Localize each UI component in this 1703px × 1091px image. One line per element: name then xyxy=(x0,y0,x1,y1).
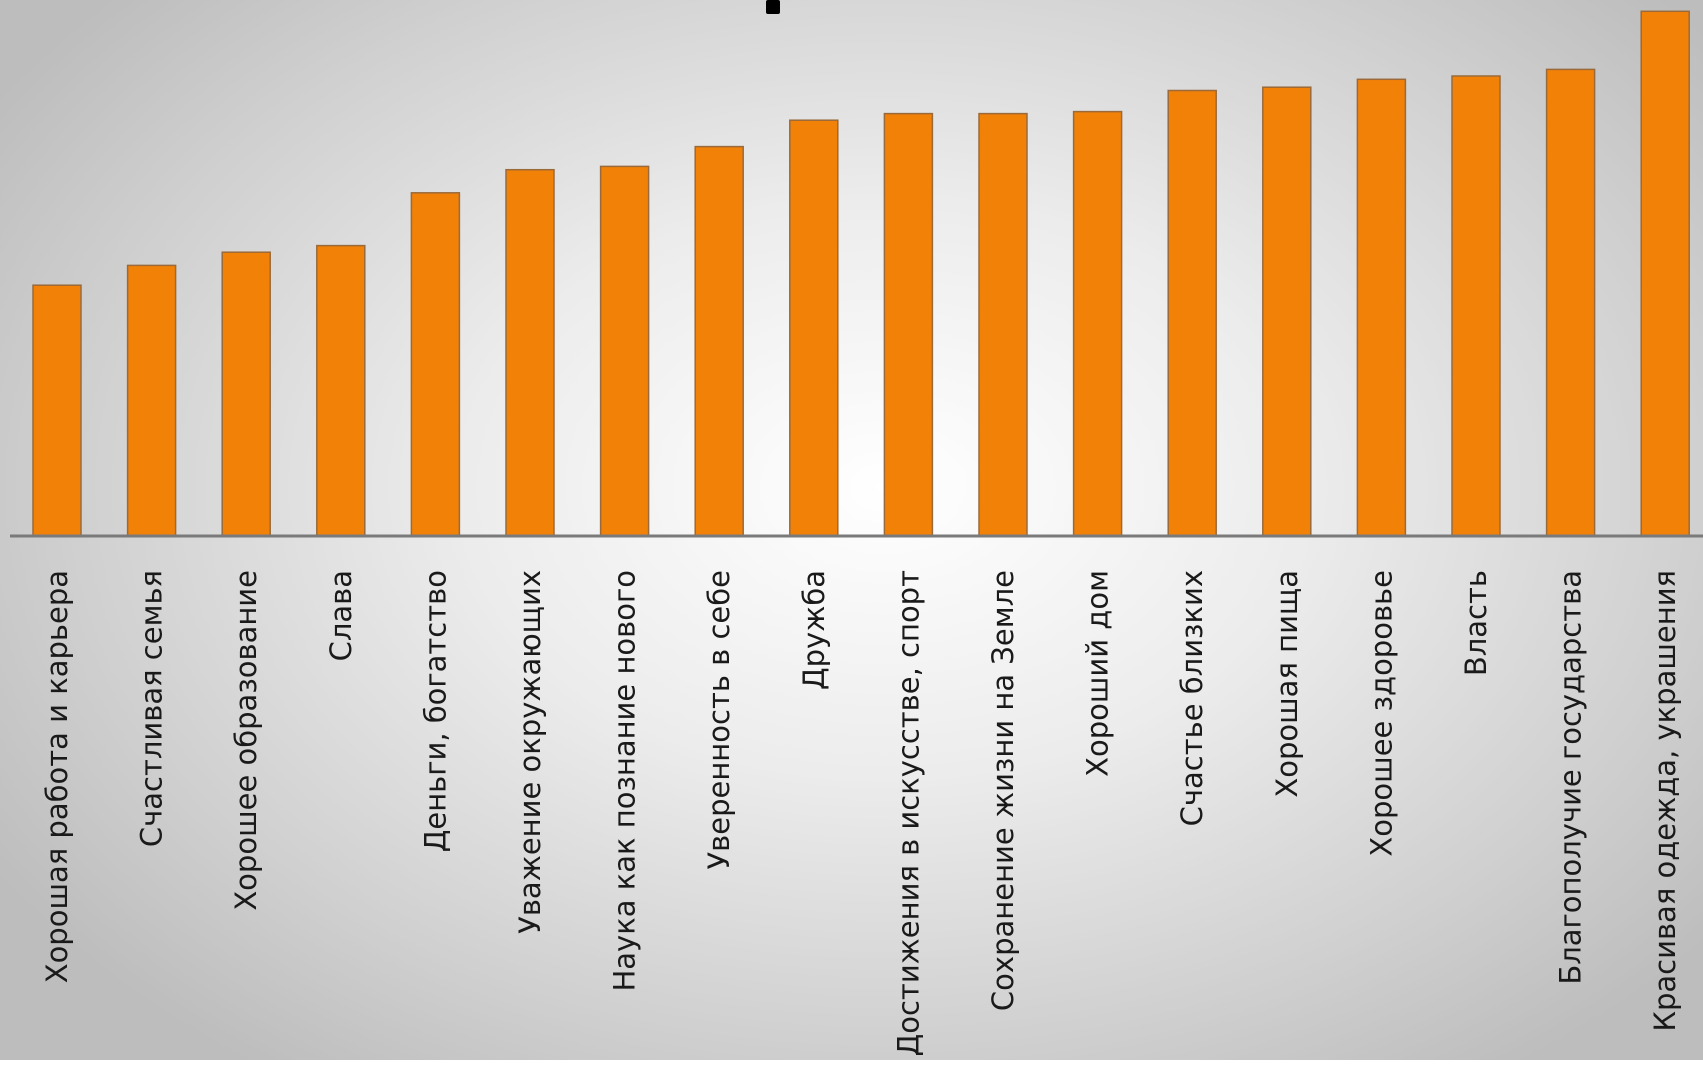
bars-group xyxy=(32,10,1690,537)
x-tick-label-11: Сохранение жизни на Земле xyxy=(986,570,1020,1011)
x-tick-label-1: Хорошая работа и карьера xyxy=(40,570,74,983)
x-tick-label-15: Хорошее здоровье xyxy=(1364,570,1398,857)
x-tick-label-7: Наука как познание нового xyxy=(608,570,642,992)
x-tick-label-16: Власть xyxy=(1459,570,1493,676)
x-tick-label-3: Хорошее образование xyxy=(229,570,263,911)
bar-10 xyxy=(883,112,934,537)
x-tick-label-6: Уважение окружающих xyxy=(513,570,547,934)
cropped-title-fragment xyxy=(766,0,780,14)
x-tick-label-13: Счастье близких xyxy=(1175,570,1209,826)
x-tick-label-17: Благополучие государства xyxy=(1554,570,1588,985)
bar-18 xyxy=(1640,10,1690,537)
bar-3 xyxy=(221,251,271,537)
bar-5 xyxy=(410,192,461,537)
bar-11 xyxy=(978,112,1028,537)
x-tick-label-4: Слава xyxy=(324,570,358,661)
x-tick-labels-group: Хорошая работа и карьера Счастливая семья… xyxy=(40,570,1682,1057)
x-tick-label-12: Хороший дом xyxy=(1081,570,1115,777)
bar-16 xyxy=(1451,75,1501,537)
bar-1 xyxy=(32,284,82,537)
x-tick-label-10: Достижения в искусстве, спорт xyxy=(891,570,925,1057)
bar-13 xyxy=(1167,89,1217,537)
bar-9 xyxy=(789,119,839,537)
x-tick-label-8: Уверенность в себе xyxy=(702,570,736,870)
x-tick-label-9: Дружба xyxy=(797,570,831,690)
chart-background: Хорошая работа и карьера Счастливая семья… xyxy=(0,0,1703,1060)
bar-7 xyxy=(599,165,650,537)
bar-12 xyxy=(1072,110,1123,537)
x-tick-label-5: Деньги, богатство xyxy=(418,570,452,852)
bar-14 xyxy=(1262,86,1312,537)
bar-chart: Хорошая работа и карьера Счастливая семья… xyxy=(10,0,1703,1057)
x-tick-label-18: Красивая одежда, украшения xyxy=(1648,570,1682,1032)
x-tick-label-2: Счастливая семья xyxy=(135,570,169,847)
bar-2 xyxy=(126,264,177,537)
bar-17 xyxy=(1545,68,1596,537)
bar-8 xyxy=(694,145,744,537)
bar-15 xyxy=(1356,78,1407,537)
bar-6 xyxy=(505,168,555,537)
x-tick-label-14: Хорошая пища xyxy=(1270,570,1304,798)
bar-4 xyxy=(316,244,366,537)
